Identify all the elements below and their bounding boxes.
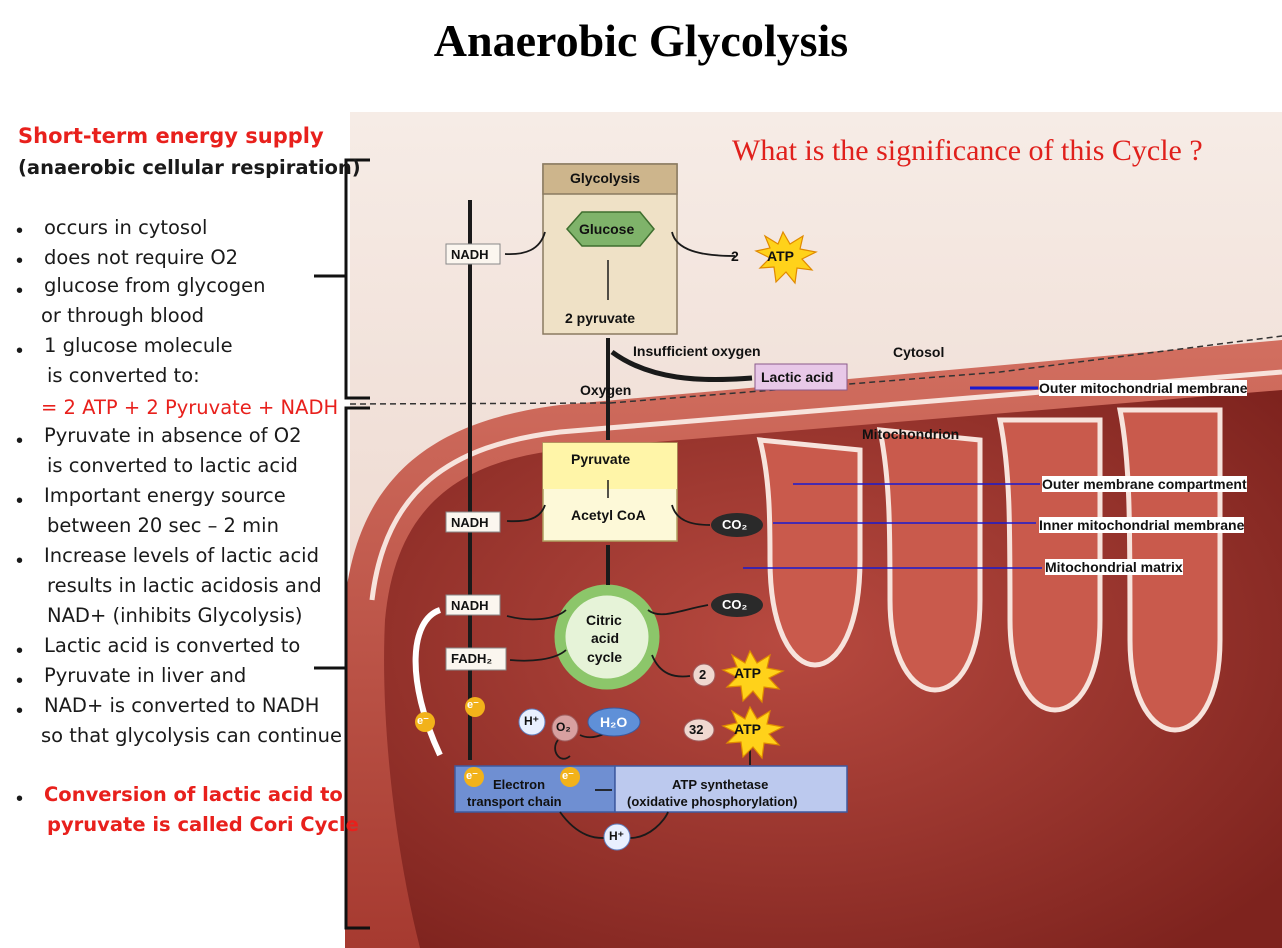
- two-pyruvate-label: 2 pyruvate: [565, 310, 636, 326]
- h-plus-label: H⁺: [609, 829, 624, 843]
- bullet-text: occurs in cytosol: [44, 216, 208, 239]
- significance-question: What is the significance of this Cycle ?: [732, 134, 1203, 167]
- h-plus-label: H⁺: [524, 714, 539, 728]
- bullet-text: results in lactic acidosis and: [47, 574, 322, 597]
- inner-membrane-annotation: Inner mitochondrial membrane: [1039, 517, 1245, 533]
- atp-count: 2: [731, 248, 739, 264]
- h2o-label: H₂O: [600, 714, 628, 730]
- nadh-label: NADH: [451, 598, 489, 613]
- electron-label: e⁻: [466, 770, 478, 782]
- energy-subheading: (anaerobic cellular respiration): [18, 156, 361, 179]
- mitochondrion-illustration: [0, 112, 1282, 948]
- cori-cycle-text: pyruvate is called Cori Cycle: [47, 813, 359, 836]
- bullet-dot: •: [16, 788, 24, 810]
- electron-label: e⁻: [467, 699, 479, 711]
- bullet-dot: •: [16, 430, 24, 452]
- bullet-text: Increase levels of lactic acid: [44, 544, 319, 567]
- bullet-dot: •: [16, 280, 24, 302]
- atp-label: ATP: [767, 248, 794, 264]
- co2-label: CO₂: [722, 517, 748, 532]
- outer-compartment-annotation: Outer membrane compartment: [1042, 476, 1247, 492]
- glucose-label: Glucose: [579, 221, 635, 237]
- nadh-label: NADH: [451, 247, 489, 262]
- bullet-text: 1 glucose molecule: [44, 334, 233, 357]
- bullet-dot: •: [16, 340, 24, 362]
- bullet-text: Pyruvate in absence of O2: [44, 424, 302, 447]
- atp-label: ATP: [734, 721, 761, 737]
- electron-label: e⁻: [562, 770, 574, 782]
- bullet-dot: •: [16, 640, 24, 662]
- bullet-text: Lactic acid is converted to: [44, 634, 301, 657]
- electron-label: e⁻: [417, 715, 429, 727]
- bullet-text: does not require O2: [44, 246, 239, 269]
- bullet-text: glucose from glycogen: [44, 274, 266, 297]
- pyruvate-label: Pyruvate: [571, 451, 631, 467]
- bullet-dot: •: [16, 220, 24, 242]
- bullet-text: NAD+ is converted to NADH: [44, 694, 320, 717]
- acetyl-coa-label: Acetyl CoA: [571, 507, 646, 523]
- matrix-annotation: Mitochondrial matrix: [1045, 559, 1183, 575]
- bullet-result: = 2 ATP + 2 Pyruvate + NADH: [41, 396, 339, 419]
- bullet-text: is converted to lactic acid: [47, 454, 298, 477]
- fadh2-label: FADH₂: [451, 651, 493, 666]
- bullet-text: so that glycolysis can continue: [41, 724, 342, 747]
- etc-label: transport chain: [467, 794, 562, 809]
- glycolysis-label: Glycolysis: [570, 170, 641, 186]
- page-title: Anaerobic Glycolysis: [433, 15, 849, 66]
- bullet-dot: •: [16, 670, 24, 692]
- bullet-dot: •: [16, 250, 24, 272]
- bullet-dot: •: [16, 550, 24, 572]
- etc-label: Electron: [493, 777, 546, 792]
- atp-synthetase-label: ATP synthetase: [672, 777, 769, 792]
- atp-count: 2: [699, 667, 707, 682]
- o2-label: O₂: [556, 720, 571, 734]
- citric-acid-cycle-label: Citric: [586, 612, 622, 628]
- bullet-dot: •: [16, 700, 24, 722]
- nadh-label: NADH: [451, 515, 489, 530]
- cori-cycle-text: Conversion of lactic acid to: [44, 783, 343, 806]
- energy-heading: Short-term energy supply: [18, 124, 324, 148]
- bullet-text: Pyruvate in liver and: [44, 664, 247, 687]
- citric-acid-cycle-label: cycle: [587, 649, 623, 665]
- bullet-text: NAD+ (inhibits Glycolysis): [47, 604, 303, 627]
- oxygen-label: Oxygen: [580, 382, 632, 398]
- co2-label: CO₂: [722, 597, 748, 612]
- atp-synthetase-label: (oxidative phosphorylation): [627, 794, 798, 809]
- lactic-acid-label: Lactic acid: [761, 369, 834, 385]
- outer-membrane-annotation: Outer mitochondrial membrane: [1039, 380, 1248, 396]
- bullet-dot: •: [16, 490, 24, 512]
- mitochondrion-label: Mitochondrion: [862, 426, 960, 442]
- cytosol-label: Cytosol: [893, 344, 945, 360]
- bullet-text: or through blood: [41, 304, 204, 327]
- atp-count: 32: [689, 722, 704, 737]
- insufficient-oxygen-label: Insufficient oxygen: [633, 343, 761, 359]
- bullet-text: Important energy source: [44, 484, 286, 507]
- citric-acid-cycle-label: acid: [591, 630, 620, 646]
- atp-label: ATP: [734, 665, 761, 681]
- bullet-text: is converted to:: [47, 364, 200, 387]
- bullet-text: between 20 sec – 2 min: [47, 514, 279, 537]
